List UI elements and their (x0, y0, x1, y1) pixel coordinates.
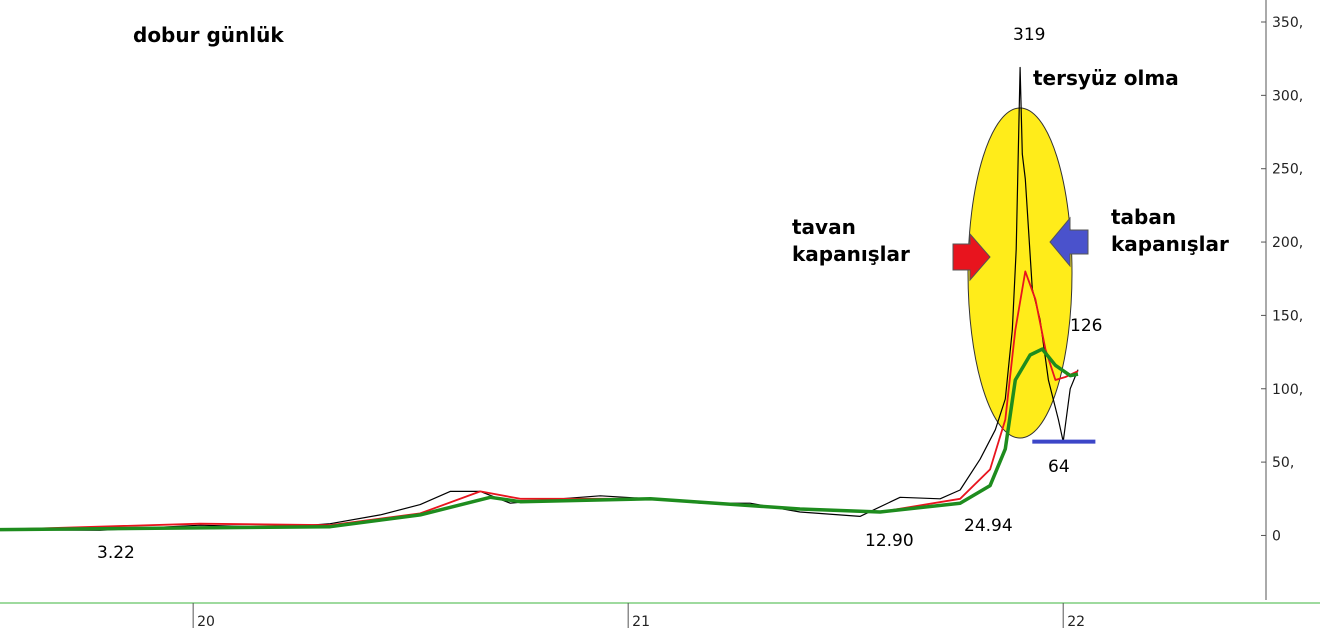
annotation: 3.22 (97, 543, 135, 563)
y-tick-label: 250, (1272, 162, 1303, 178)
annotation: 319 (1013, 25, 1045, 45)
price-line (0, 347, 1079, 532)
annotation: 24.94 (964, 516, 1013, 536)
y-tick-label: 350, (1272, 15, 1303, 31)
annotation: 12.90 (865, 531, 914, 551)
x-tick-label: 22 (1067, 614, 1085, 630)
highlight-ellipse (967, 107, 1073, 439)
y-tick-label: 100, (1272, 382, 1303, 398)
red-arrow (952, 232, 991, 282)
annotation: tersyüz olma (1033, 66, 1179, 90)
x-tick-label: 20 (197, 614, 215, 630)
y-tick-label: 0 (1272, 528, 1281, 544)
y-tick-label: 50, (1272, 455, 1294, 471)
price-line (0, 66, 1079, 531)
annotation: 126 (1070, 316, 1102, 336)
y-tick-label: 150, (1272, 308, 1303, 324)
annotation: tavan kapanışlar (792, 215, 910, 266)
annotation: taban kapanışlar (1111, 205, 1229, 256)
y-tick-label: 200, (1272, 235, 1303, 251)
chart-title: dobur günlük (133, 23, 284, 47)
annotation-box: tavan kapanışlar (792, 215, 910, 266)
price-line (0, 270, 1079, 531)
annotation-box: taban kapanışlar (1111, 205, 1229, 256)
annotation: 64 (1048, 457, 1070, 477)
y-tick-label: 300, (1272, 88, 1303, 104)
x-tick-label: 21 (632, 614, 650, 630)
blue-arrow (1049, 216, 1089, 268)
